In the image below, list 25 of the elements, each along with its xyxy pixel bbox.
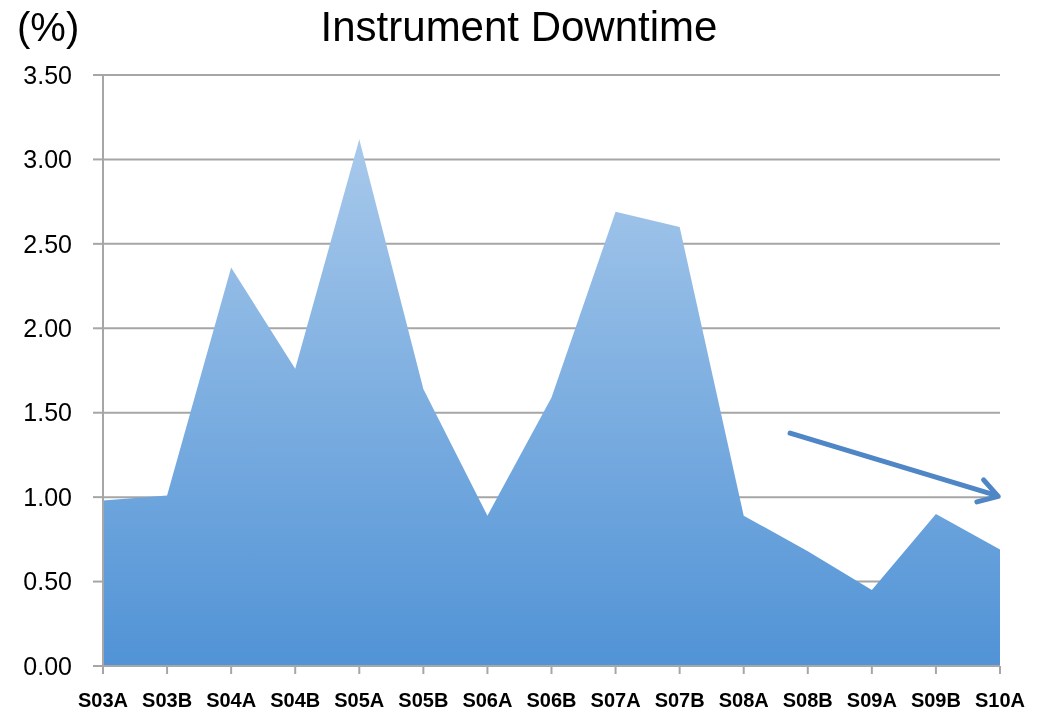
x-tick-label: S06A — [462, 689, 513, 711]
x-tick-label: S03B — [142, 689, 193, 711]
x-tick-label: S06B — [526, 689, 577, 711]
y-tick-label: 0.00 — [23, 651, 72, 680]
x-tick-label: S07A — [590, 689, 641, 711]
y-tick-label: 2.50 — [23, 229, 72, 258]
x-tick-label: S04A — [206, 689, 257, 711]
x-tick-label: S09B — [910, 689, 961, 711]
x-tick-label: S08A — [718, 689, 769, 711]
x-tick-label: S09A — [846, 689, 897, 711]
x-tick-label: S03A — [77, 689, 129, 711]
x-tick-label: S08B — [782, 689, 833, 711]
x-tick-label: S10A — [974, 689, 1026, 711]
y-tick-label: 1.50 — [23, 398, 72, 427]
y-axis-title: (%) — [17, 5, 80, 49]
y-tick-label: 3.50 — [23, 60, 72, 89]
x-tick-label: S04B — [270, 689, 321, 711]
y-tick-label: 3.00 — [23, 145, 72, 174]
x-tick-label: S05A — [334, 689, 385, 711]
y-tick-label: 0.50 — [23, 567, 72, 596]
x-tick-label: S07B — [654, 689, 705, 711]
x-tick-label: S05B — [398, 689, 449, 711]
y-tick-label: 1.00 — [23, 482, 72, 511]
y-tick-label: 2.00 — [23, 314, 72, 343]
chart-title: Instrument Downtime — [320, 3, 718, 50]
